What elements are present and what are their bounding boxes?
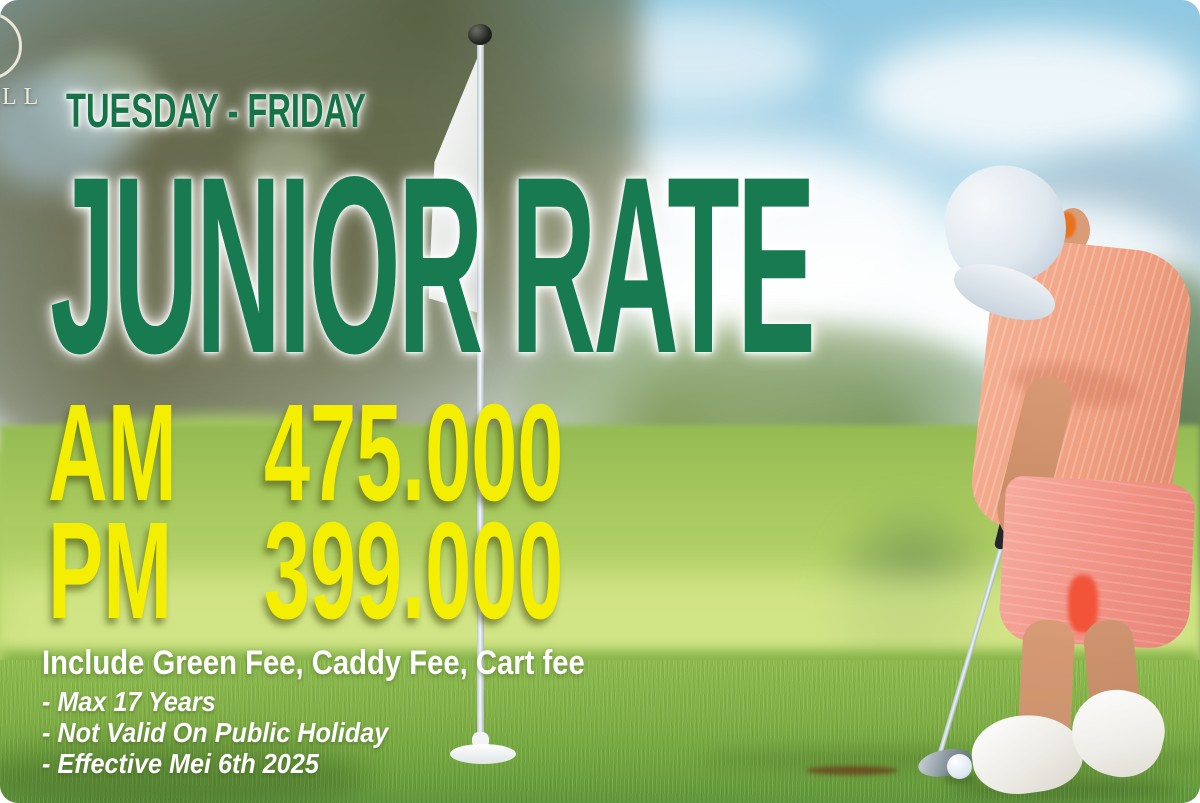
golfer-shoe bbox=[1062, 680, 1174, 786]
policy-note-effective-date: - Effective Mei 6th 2025 bbox=[42, 748, 319, 779]
junior-golfer bbox=[860, 150, 1200, 803]
club-logo-monogram: LL bbox=[2, 84, 46, 110]
price-row-am: AM 475.000 bbox=[48, 384, 563, 522]
sky-gap-through-trees bbox=[0, 70, 130, 190]
includes-note: Include Green Fee, Caddy Fee, Cart fee bbox=[42, 644, 585, 682]
flag-pole-base bbox=[450, 744, 516, 764]
golf-ball bbox=[947, 754, 972, 779]
policy-note-max-age: - Max 17 Years bbox=[42, 686, 216, 717]
price-amount: 475.000 bbox=[264, 376, 564, 530]
poster-title: JUNIOR RATE bbox=[50, 125, 816, 406]
schedule-banner: TUESDAY - FRIDAY bbox=[66, 85, 366, 138]
price-row-pm: PM 399.000 bbox=[48, 502, 563, 640]
price-period-label: PM bbox=[48, 494, 173, 648]
cloud bbox=[860, 30, 1200, 160]
ball-shadow bbox=[943, 774, 977, 784]
flag-pole-topper bbox=[468, 24, 492, 45]
price-amount: 399.000 bbox=[264, 494, 564, 648]
flag-pole bbox=[477, 40, 484, 760]
policy-notes: - Max 17 Years - Not Valid On Public Hol… bbox=[42, 686, 388, 779]
policy-note-holiday: - Not Valid On Public Holiday bbox=[42, 717, 389, 748]
price-period-label: AM bbox=[48, 376, 177, 530]
bokeh-highlight bbox=[240, 130, 330, 210]
golf-hole-edge bbox=[806, 766, 898, 775]
grass-shadow bbox=[0, 742, 370, 803]
